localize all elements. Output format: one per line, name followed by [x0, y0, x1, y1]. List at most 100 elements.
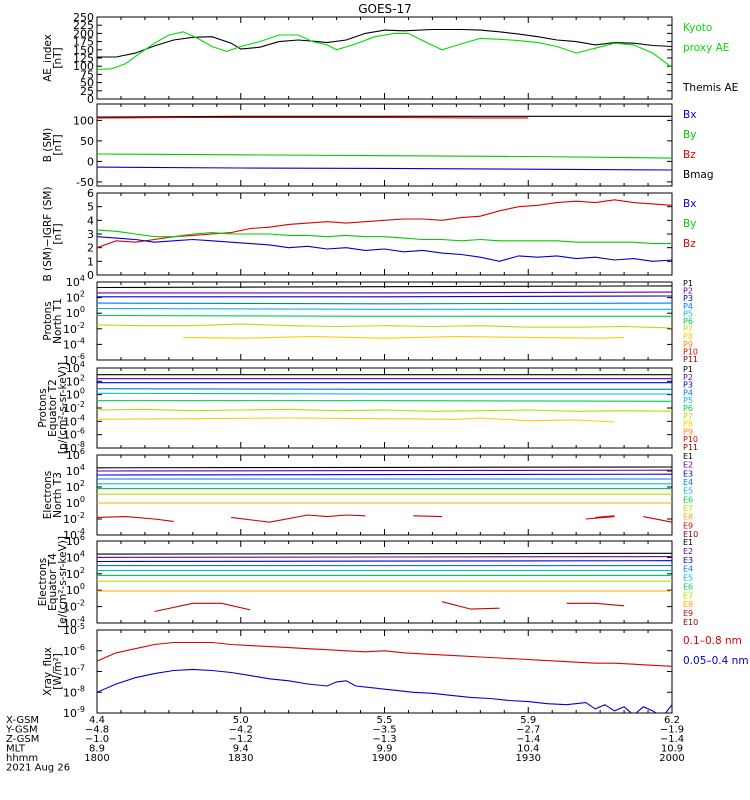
series-line-p4: [97, 302, 672, 305]
series-line-e9c: [413, 515, 443, 518]
y-tick-label: 10-9: [63, 705, 85, 720]
legend-entry: 0.1–0.8 nm: [683, 635, 742, 647]
tick-base: 10: [66, 307, 80, 320]
tick-exponent: 0: [80, 305, 85, 314]
series-line-bx: [97, 166, 672, 171]
tick-exponent: -2: [77, 321, 85, 330]
legend-entry: P3: [683, 294, 693, 303]
legend-entry: E6: [683, 495, 693, 504]
legend-entry: E7: [683, 504, 693, 513]
tick-base: 10: [63, 529, 77, 542]
y-tick-label: 25: [80, 85, 94, 98]
y-tick-label: 0: [87, 155, 94, 168]
series-line-kyoto-proxy-ae: [97, 31, 672, 71]
series-line-e9a: [154, 602, 251, 613]
y-tick-label: 10-6: [63, 643, 85, 658]
footer-row-label: Y-GSM: [5, 725, 38, 736]
y-axis-label-line: Electrons: [37, 558, 49, 607]
footer-row-value: −1.4: [516, 734, 540, 745]
series-line-bmag: [97, 115, 672, 118]
tick-exponent: -4: [77, 527, 85, 536]
legend-entry: P1: [683, 279, 693, 288]
footer-row-value: 10.4: [517, 744, 539, 755]
series-line-p7: [97, 323, 672, 329]
tick-exponent: -6: [77, 352, 85, 361]
y-tick-label: 5: [87, 201, 94, 214]
y-tick-label: 0: [87, 269, 94, 282]
y-tick-label: 1: [87, 255, 94, 268]
tick-exponent: -4: [77, 615, 85, 624]
footer-row-value: 2000: [659, 753, 684, 764]
y-tick-label: 106: [66, 533, 85, 548]
y-axis-label-line: Protons: [37, 388, 49, 427]
tick-exponent: 0: [80, 582, 85, 591]
legend-entry: E10: [683, 618, 698, 627]
y-tick-label: 6: [87, 187, 94, 200]
legend-entry: P4: [683, 302, 693, 311]
series-group: [97, 28, 672, 71]
legend-entry: P6: [683, 404, 693, 413]
legend-entry: P6: [683, 317, 693, 326]
series-line-p6: [97, 400, 672, 402]
series-line-e9e: [595, 515, 615, 518]
series-line-p5: [97, 392, 672, 395]
legend-entry: P11: [683, 443, 698, 452]
legend-entry: Bx: [683, 109, 696, 121]
legend-entry: P9: [683, 340, 693, 349]
y-axis-label-line: [nT]: [52, 47, 64, 68]
legend-entry: P7: [683, 412, 693, 421]
y-axis-label: Xray_flux[W/m²]: [42, 647, 64, 696]
legend-entry: P10: [683, 347, 698, 356]
series-group: [97, 115, 672, 171]
tick-exponent: 2: [80, 290, 85, 299]
footer-row-value: −2.7: [516, 725, 540, 736]
y-tick-label: 4: [87, 214, 94, 227]
y-tick-label: 10-7: [63, 664, 85, 679]
tick-base: 10: [63, 338, 77, 351]
series-line-e1: [97, 552, 672, 555]
footer-row-value: 5.5: [377, 715, 393, 726]
y-tick-label: 10-5: [63, 622, 85, 637]
tick-exponent: 6: [80, 447, 85, 456]
y-axis-label-line: Equator T4: [47, 553, 59, 611]
footer-row-value: −1.3: [372, 734, 396, 745]
legend-entry: E8: [683, 600, 693, 609]
footer-date: 2021 Aug 26: [6, 763, 70, 774]
legend-entry: E1: [683, 538, 693, 547]
y-tick-label: 10-6: [63, 352, 85, 367]
tick-exponent: -2: [77, 400, 85, 409]
tick-exponent: 4: [80, 274, 85, 283]
legend-entry: P1: [683, 365, 693, 374]
y-tick-label: 75: [80, 68, 94, 81]
footer-row-label: MLT: [6, 744, 26, 755]
legend-entry: E10: [683, 530, 698, 539]
legend-entry: E5: [683, 487, 693, 496]
tick-exponent: -5: [77, 622, 85, 631]
tick-exponent: -2: [77, 599, 85, 608]
legend-entry: P3: [683, 381, 693, 390]
tick-exponent: -2: [77, 511, 85, 520]
series-group: [97, 552, 672, 613]
series-line-0-05-0-4-nm: [97, 668, 672, 713]
series-line-p4: [97, 388, 672, 390]
y-tick-label: 3: [87, 228, 94, 241]
series-line-e3: [97, 473, 672, 476]
series-line-e9b: [231, 514, 366, 523]
y-tick-label: 10-4: [63, 615, 85, 630]
y-tick-label: 125: [73, 52, 94, 65]
series-line-themis-ae: [97, 28, 672, 58]
tick-exponent: 2: [80, 479, 85, 488]
panel-frame: [96, 367, 673, 449]
y-tick-label: 104: [66, 360, 85, 375]
series-line-p5: [97, 307, 672, 310]
legend-entry: E2: [683, 547, 693, 556]
series-line-bx: [97, 236, 672, 262]
tick-base: 10: [66, 292, 80, 305]
y-axis-label-line: Xray_flux: [42, 647, 54, 696]
tick-exponent: 2: [80, 566, 85, 575]
